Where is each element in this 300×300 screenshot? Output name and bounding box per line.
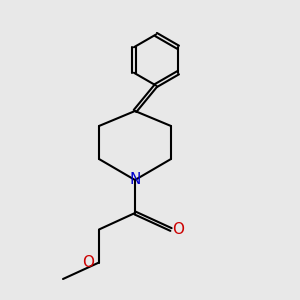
Text: O: O (82, 255, 94, 270)
Text: O: O (172, 222, 184, 237)
Text: N: N (129, 172, 141, 188)
